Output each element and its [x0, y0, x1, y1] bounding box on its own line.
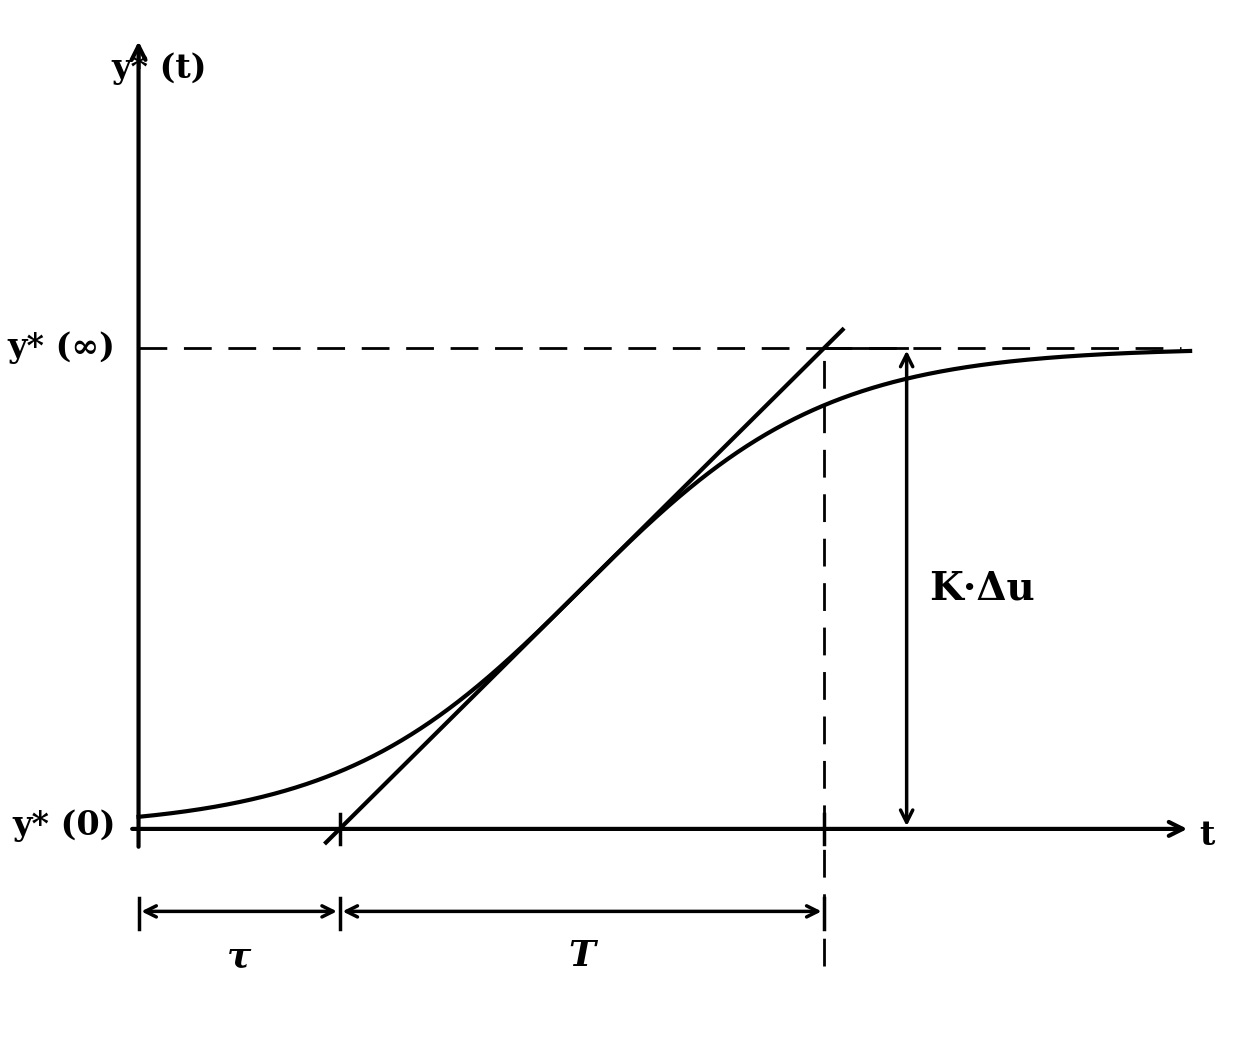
Text: y* (0): y* (0) — [12, 809, 115, 842]
Text: K·Δu: K·Δu — [930, 570, 1035, 608]
Text: y* (t): y* (t) — [112, 53, 207, 85]
Text: t: t — [1199, 819, 1215, 852]
Text: T: T — [569, 939, 595, 973]
Text: τ: τ — [227, 939, 252, 973]
Text: y* (∞): y* (∞) — [7, 332, 115, 364]
